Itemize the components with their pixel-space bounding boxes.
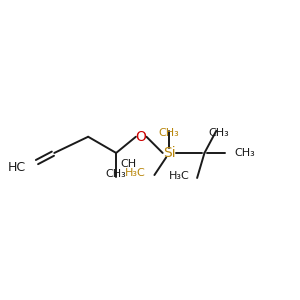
Text: HC: HC [8,161,26,174]
Text: CH₃: CH₃ [159,128,179,138]
Text: CH₃: CH₃ [106,169,127,179]
Text: Si: Si [163,146,175,160]
Text: CH₃: CH₃ [234,148,255,158]
Text: CH: CH [121,159,137,169]
Text: H₃C: H₃C [125,168,146,178]
Text: H₃C: H₃C [169,171,190,181]
Text: O: O [136,130,147,144]
Text: CH₃: CH₃ [209,128,230,138]
